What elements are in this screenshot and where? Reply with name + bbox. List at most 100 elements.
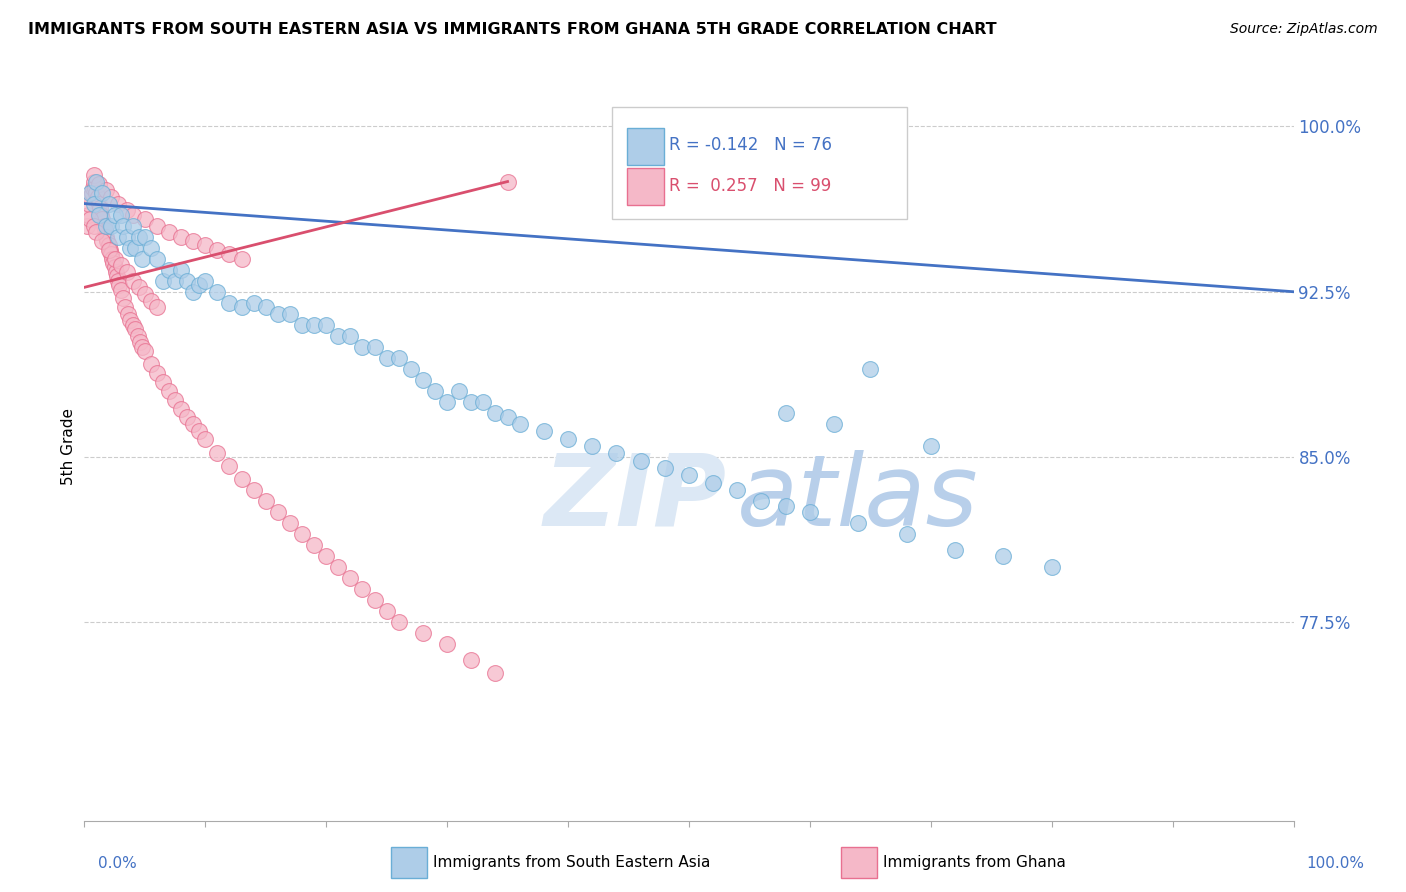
Point xyxy=(388,351,411,365)
Point xyxy=(194,274,217,288)
Point xyxy=(79,190,101,204)
Point xyxy=(496,410,519,425)
Point xyxy=(165,392,187,407)
Point xyxy=(181,285,204,299)
Point xyxy=(114,300,136,314)
Point xyxy=(94,223,117,237)
Point xyxy=(302,318,325,332)
Point xyxy=(131,252,153,266)
Point xyxy=(82,181,104,195)
Point xyxy=(128,280,150,294)
Point xyxy=(242,295,264,310)
Point xyxy=(605,445,627,459)
Text: atlas: atlas xyxy=(737,450,979,547)
Point xyxy=(80,186,103,200)
Point xyxy=(83,219,105,233)
Point xyxy=(115,265,138,279)
Point xyxy=(103,256,125,270)
Point xyxy=(127,328,149,343)
Point xyxy=(124,241,146,255)
Point xyxy=(375,351,398,365)
Point xyxy=(108,278,131,293)
Point xyxy=(231,472,253,486)
Point xyxy=(104,208,127,222)
Point xyxy=(1040,560,1063,574)
Point xyxy=(302,538,325,552)
Point xyxy=(96,234,118,248)
Point xyxy=(943,542,966,557)
Point xyxy=(115,203,138,218)
Point xyxy=(231,300,253,314)
Point xyxy=(104,265,127,279)
Point xyxy=(107,274,129,288)
Point xyxy=(484,406,506,420)
Point xyxy=(76,219,98,233)
Point xyxy=(207,243,229,257)
Point xyxy=(702,476,724,491)
Point xyxy=(496,175,519,189)
Point xyxy=(188,424,211,438)
Point xyxy=(328,560,350,574)
Point xyxy=(267,307,290,321)
Point xyxy=(581,439,603,453)
Point xyxy=(146,219,169,233)
Point xyxy=(124,322,146,336)
Text: ZIP: ZIP xyxy=(544,450,727,547)
Point xyxy=(472,395,495,409)
Point xyxy=(751,494,773,508)
Point xyxy=(86,186,108,200)
Point xyxy=(146,366,169,380)
Point xyxy=(86,190,108,204)
Point xyxy=(725,483,748,497)
Point xyxy=(101,252,124,266)
Point xyxy=(170,401,193,416)
Point xyxy=(134,287,156,301)
Point xyxy=(121,318,143,332)
Point xyxy=(100,247,122,261)
Point xyxy=(170,262,193,277)
Point xyxy=(134,344,156,359)
Point xyxy=(86,175,108,189)
Point xyxy=(254,300,277,314)
Text: Immigrants from Ghana: Immigrants from Ghana xyxy=(883,855,1066,870)
Point xyxy=(90,208,112,222)
Point xyxy=(509,417,531,431)
Point xyxy=(328,328,350,343)
Point xyxy=(218,458,240,473)
Point xyxy=(176,410,198,425)
Point xyxy=(107,229,129,244)
Point xyxy=(412,373,434,387)
Point xyxy=(91,212,114,227)
Point xyxy=(120,241,142,255)
Point xyxy=(165,274,187,288)
Point xyxy=(157,262,180,277)
Point xyxy=(83,175,105,189)
Point xyxy=(131,340,153,354)
Text: 0.0%: 0.0% xyxy=(98,856,138,871)
Point xyxy=(630,454,652,468)
Point xyxy=(254,494,277,508)
Point xyxy=(278,307,301,321)
Point xyxy=(112,291,135,305)
Point xyxy=(484,665,506,680)
Point xyxy=(218,247,240,261)
Point xyxy=(134,212,156,227)
Point xyxy=(557,433,579,447)
Point xyxy=(460,395,482,409)
Point xyxy=(352,582,374,597)
Point xyxy=(194,238,217,252)
Point xyxy=(436,395,458,409)
Point xyxy=(86,225,108,239)
Point xyxy=(352,340,374,354)
Point xyxy=(120,313,142,327)
Point xyxy=(97,243,120,257)
Point xyxy=(181,234,204,248)
Text: IMMIGRANTS FROM SOUTH EASTERN ASIA VS IMMIGRANTS FROM GHANA 5TH GRADE CORRELATIO: IMMIGRANTS FROM SOUTH EASTERN ASIA VS IM… xyxy=(28,22,997,37)
Point xyxy=(533,424,555,438)
Point xyxy=(97,238,120,252)
Point xyxy=(823,417,845,431)
Point xyxy=(267,505,290,519)
Point xyxy=(87,208,110,222)
Point xyxy=(194,433,217,447)
Point xyxy=(91,186,114,200)
